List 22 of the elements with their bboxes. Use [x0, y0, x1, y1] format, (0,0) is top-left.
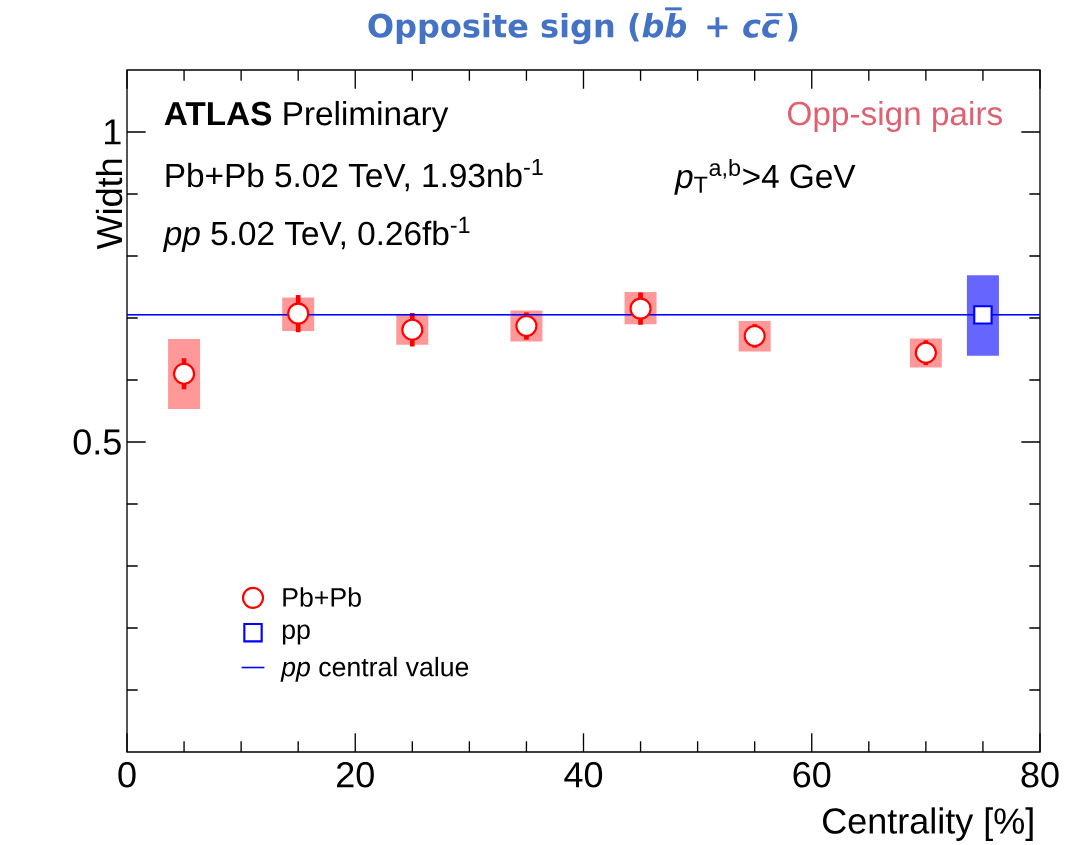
point — [629, 297, 652, 320]
x-tick-label: 60 — [793, 761, 831, 788]
legend-label: Pb+Pb — [283, 587, 361, 607]
chart-title: Opposite sign (bb̅ + cc̅) — [368, 7, 798, 45]
y-axis-title: Width — [95, 159, 123, 250]
x-tick-label: 40 — [564, 761, 603, 788]
point — [287, 302, 310, 325]
annotation: p$_{T}$$^{a,b}$>4 GeV — [674, 158, 856, 195]
legend-label: pp — [282, 624, 310, 645]
annotation: Pb+Pb 5.02 TeV, 1.93nb$^{-1}$ — [166, 158, 543, 192]
point — [172, 362, 196, 385]
legend-label: pp central value — [280, 656, 469, 682]
point — [973, 304, 993, 325]
y-tick-label: 1 — [105, 119, 121, 145]
x-tick-label: 0 — [118, 761, 136, 788]
annotation: pp 5.02 TeV, 0.26fb$^{-1}$ — [162, 216, 470, 252]
annotation: ATLAS Preliminary — [164, 100, 449, 132]
x-axis-title: Centrality [%] — [823, 807, 1033, 841]
annotation: Opp-sign pairs — [788, 100, 1002, 132]
x-tick-label: 20 — [337, 761, 374, 788]
x-tick-label: 80 — [1021, 761, 1059, 788]
y-tick-label: 0.5 — [73, 429, 121, 455]
